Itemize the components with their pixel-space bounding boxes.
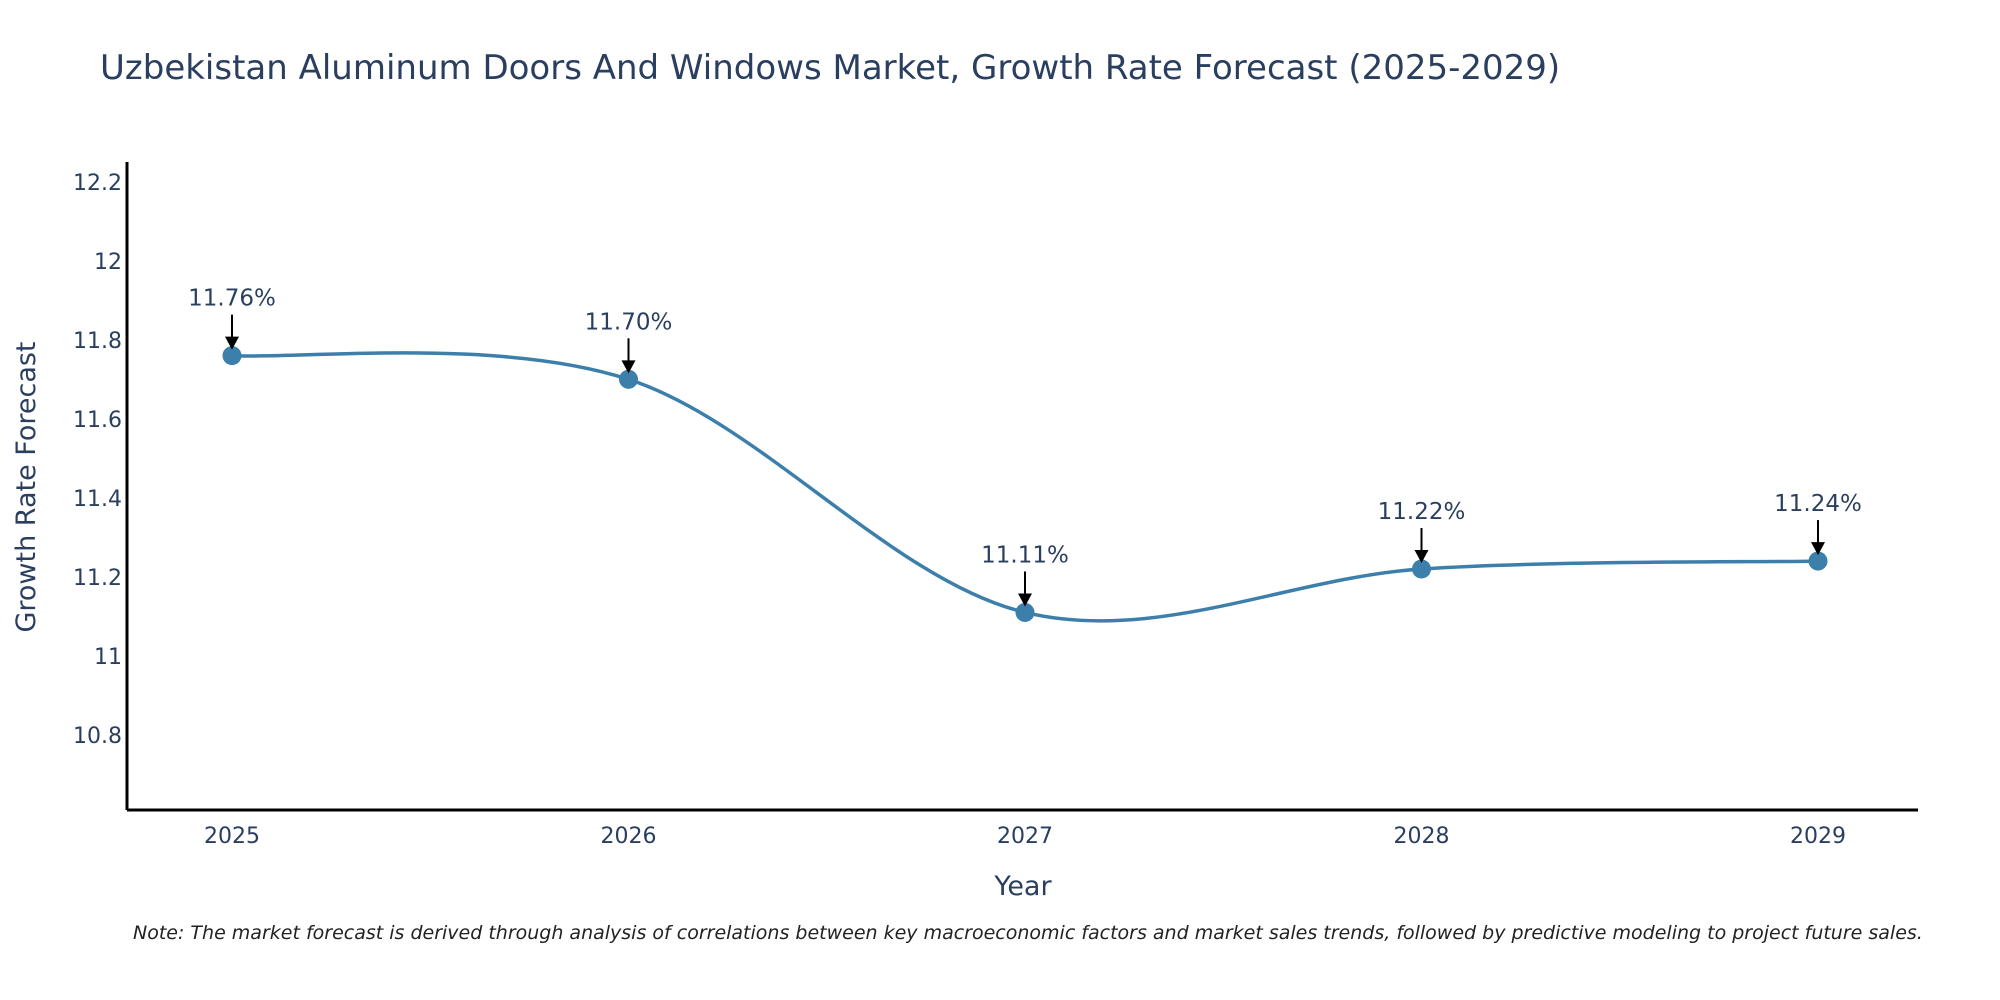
data-label-2026: 11.70% xyxy=(585,309,673,374)
data-label-text: 11.11% xyxy=(981,542,1069,568)
data-labels: 11.76% 11.70% 11.11% 11.22% 11.24% xyxy=(188,286,1862,607)
data-point-2029 xyxy=(1808,551,1828,571)
annotation-arrowhead xyxy=(225,336,239,350)
x-axis-ticks: 2025 2026 2027 2028 2029 xyxy=(204,824,1846,849)
data-point-2025 xyxy=(222,346,242,366)
y-axis-title: Growth Rate Forecast xyxy=(11,341,42,632)
data-label-text: 11.24% xyxy=(1774,491,1862,517)
y-tick-label: 12 xyxy=(94,250,122,275)
annotation-arrowhead xyxy=(1811,542,1825,556)
y-axis-ticks: 10.8 11 11.2 11.4 11.6 11.8 12 12.2 xyxy=(73,171,122,749)
data-point-2026 xyxy=(619,369,638,389)
data-label-text: 11.76% xyxy=(188,286,276,312)
y-tick-label: 11 xyxy=(94,645,122,670)
x-tick-label: 2026 xyxy=(601,824,657,849)
x-tick-label: 2028 xyxy=(1394,824,1450,849)
data-label-text: 11.22% xyxy=(1378,499,1466,525)
chart-note: Note: The market forecast is derived thr… xyxy=(133,922,1923,944)
y-tick-label: 11.4 xyxy=(73,487,122,512)
data-points xyxy=(222,346,1828,622)
data-label-2029: 11.24% xyxy=(1774,491,1862,556)
y-tick-label: 11.6 xyxy=(73,408,122,433)
data-point-2028 xyxy=(1412,559,1431,579)
annotation-arrowhead xyxy=(1414,549,1429,563)
y-tick-label: 11.8 xyxy=(73,329,122,354)
data-point-2027 xyxy=(1015,602,1035,622)
y-tick-label: 10.8 xyxy=(73,724,122,749)
annotation-arrowhead xyxy=(621,360,636,374)
chart-title: Uzbekistan Aluminum Doors And Windows Ma… xyxy=(100,48,1561,88)
x-tick-label: 2027 xyxy=(997,824,1053,849)
data-label-text: 11.70% xyxy=(585,309,673,335)
y-tick-label: 12.2 xyxy=(73,171,122,196)
data-label-2027: 11.11% xyxy=(981,542,1069,607)
x-tick-label: 2029 xyxy=(1790,824,1846,849)
data-label-2028: 11.22% xyxy=(1378,499,1466,563)
x-axis-title: Year xyxy=(993,871,1052,902)
annotation-arrowhead xyxy=(1018,593,1032,607)
y-tick-label: 11.2 xyxy=(73,566,122,591)
data-label-2025: 11.76% xyxy=(188,286,276,350)
x-tick-label: 2025 xyxy=(204,824,260,849)
